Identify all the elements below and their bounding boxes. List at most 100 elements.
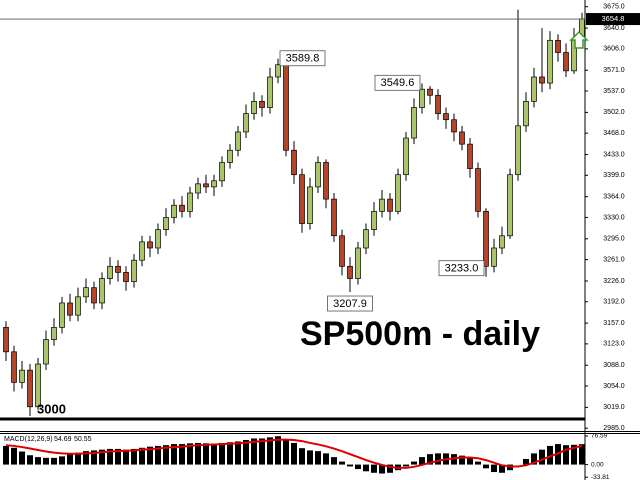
candle-body xyxy=(467,143,473,169)
candle-body xyxy=(243,113,249,133)
candle-body xyxy=(435,94,441,114)
macd-bar xyxy=(427,454,433,465)
candle-body xyxy=(443,113,449,121)
candle-body xyxy=(123,272,129,282)
macd-bar xyxy=(331,457,337,465)
macd-bar xyxy=(131,448,137,465)
macd-bar xyxy=(419,457,425,465)
macd-bar xyxy=(323,453,329,465)
macd-bar xyxy=(107,448,113,465)
candle-body xyxy=(475,168,481,212)
macd-bar xyxy=(579,444,585,465)
candle-body xyxy=(211,180,217,188)
macd-bar xyxy=(283,439,289,465)
signal-line xyxy=(5,438,583,469)
annotation-label: 3589.8 xyxy=(286,53,320,65)
candle-body xyxy=(27,369,33,408)
macd-bar xyxy=(115,448,121,465)
candle-body xyxy=(355,247,361,279)
macd-bar xyxy=(43,457,49,465)
macd-bar xyxy=(251,438,257,465)
signal-value: 50.55 xyxy=(74,436,92,443)
candle-body xyxy=(219,162,225,182)
macd-bar xyxy=(387,464,393,473)
candle-body xyxy=(499,235,505,249)
candle-body xyxy=(563,52,569,72)
candle-body xyxy=(427,88,433,96)
candle-body xyxy=(459,131,465,145)
y-tick-label: 3019.0 xyxy=(603,404,625,411)
macd-bar xyxy=(219,442,225,465)
macd-bar xyxy=(411,461,417,465)
candle-body xyxy=(259,101,265,108)
candle-body xyxy=(171,204,177,218)
macd-bar xyxy=(299,448,305,465)
candle-body xyxy=(3,327,9,353)
candle-body xyxy=(507,174,513,237)
y-tick-label: 3123.0 xyxy=(603,341,625,348)
macd-bar xyxy=(267,437,273,465)
macd-bar xyxy=(355,464,361,470)
macd-bar xyxy=(491,464,497,473)
macd-tick-label: 0.00 xyxy=(591,461,604,468)
candle-body xyxy=(523,101,529,127)
candle-body xyxy=(11,351,17,383)
candle-body xyxy=(515,125,521,176)
candle-body xyxy=(451,119,457,133)
macd-bar xyxy=(291,442,297,465)
candle-body xyxy=(51,327,57,340)
candle-body xyxy=(275,64,281,78)
macd-bar xyxy=(83,451,89,465)
level-label: 3000 xyxy=(37,401,66,416)
y-tick-label: 3468.0 xyxy=(603,130,625,137)
macd-bar xyxy=(379,464,385,474)
candle-body xyxy=(387,198,393,212)
annotation-box xyxy=(327,295,373,312)
candle-body xyxy=(155,229,161,249)
candle-body xyxy=(83,287,89,298)
y-tick-label: 3571.0 xyxy=(603,67,625,74)
macd-bar xyxy=(35,457,41,465)
macd-bar xyxy=(307,450,313,465)
macd-bar xyxy=(539,449,545,465)
y-tick-label: 2985.0 xyxy=(603,425,625,432)
candle-body xyxy=(315,162,321,188)
y-tick-label: 3675.0 xyxy=(603,4,625,11)
candle-body xyxy=(371,210,377,231)
y-tick-label: 3502.0 xyxy=(603,109,625,116)
y-tick-label: 3433.0 xyxy=(603,151,625,158)
chart-title: SP500m - daily xyxy=(300,315,540,353)
candle-body xyxy=(43,339,49,365)
candle-body xyxy=(67,302,73,316)
candle-body xyxy=(115,265,121,273)
macd-bar xyxy=(483,464,489,469)
buy-arrow xyxy=(569,30,589,49)
annotation-label: 3207.9 xyxy=(333,298,367,310)
macd-title: MACD(12,26,9) xyxy=(4,436,53,443)
candle-body xyxy=(411,107,417,139)
candle-body xyxy=(339,235,345,267)
macd-bar xyxy=(163,445,169,465)
macd-bar xyxy=(19,451,25,465)
macd-bar xyxy=(571,444,577,465)
macd-bar xyxy=(235,441,241,465)
macd-bar xyxy=(139,447,145,465)
macd-bar xyxy=(315,451,321,465)
macd-bar xyxy=(187,443,193,465)
price-label: 3654.8 xyxy=(602,14,625,23)
candle-body xyxy=(235,131,241,151)
candle-body xyxy=(75,296,81,316)
macd-bar xyxy=(459,455,465,465)
y-tick-label: 3330.0 xyxy=(603,214,625,221)
candle-body xyxy=(163,217,169,231)
macd-bar xyxy=(91,450,97,465)
candle-body xyxy=(35,363,41,408)
macd-bar xyxy=(67,454,73,465)
macd-bar xyxy=(227,442,233,465)
macd-bar xyxy=(99,449,105,465)
macd-bar xyxy=(451,454,457,465)
macd-bar xyxy=(123,449,129,465)
candle-body xyxy=(99,278,105,304)
candle-body xyxy=(403,137,409,176)
